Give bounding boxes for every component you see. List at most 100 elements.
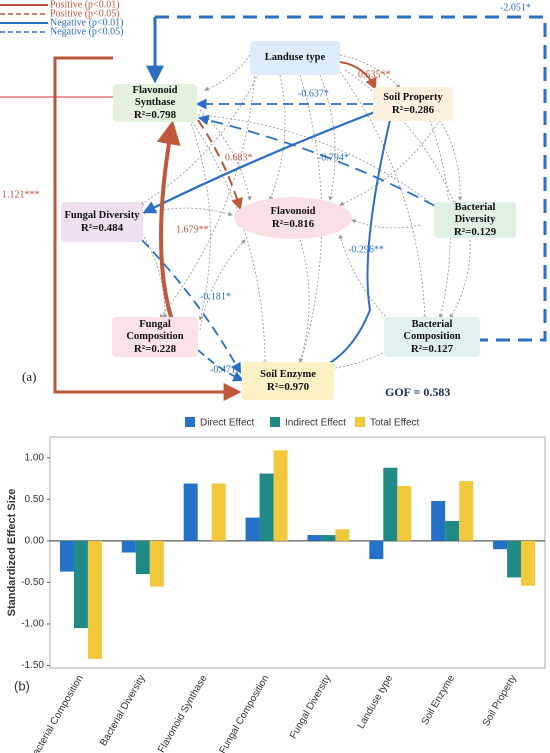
node-r2: R²=0.286 (391, 104, 435, 116)
legend-text: Negative (p<0.05) (50, 26, 123, 37)
bar (459, 481, 474, 541)
node: Fungal Diversity R²=0.484 (61, 202, 143, 242)
node: Fungal Composition R²=0.228 (112, 317, 198, 357)
edge (307, 119, 391, 375)
y-tick-label: 0.00 (25, 536, 45, 547)
legend-text: Positive (p<0.01) (50, 0, 120, 10)
node: Soil Enzyme R²=0.970 (242, 362, 334, 400)
node: Flavonoid Synthase R²=0.798 (113, 84, 197, 122)
node-label: Landuse type (264, 52, 326, 63)
bar (273, 450, 288, 541)
significant-paths (0, 15, 547, 401)
legend-swatch (185, 417, 195, 427)
edge (269, 74, 286, 201)
legend-text: Positive (p<0.05) (50, 8, 120, 19)
bar (493, 540, 508, 550)
gof: GOF = 0.583 (385, 385, 450, 399)
edge (339, 119, 441, 206)
edge (298, 239, 310, 363)
bar (507, 540, 522, 578)
edge (139, 229, 168, 319)
edge (197, 119, 243, 211)
legend-label: Total Effect (370, 418, 420, 429)
bar (149, 540, 164, 587)
edge-label: -2.051* (500, 2, 531, 13)
legend-label: Indirect Effect (285, 418, 346, 429)
bar (397, 486, 412, 541)
edge-label: -0.637* (298, 88, 329, 99)
edge (204, 54, 251, 91)
node-r2: R²=0.816 (271, 218, 315, 230)
node-r2: R²=0.127 (410, 343, 454, 355)
node-r2: R²=0.228 (133, 343, 177, 355)
legend-swatch (270, 417, 280, 427)
node: Soil Property R²=0.286 (373, 87, 453, 121)
edge (351, 219, 421, 229)
x-tick-label: Flavonoid Synthase (156, 673, 210, 753)
bar (211, 483, 226, 541)
edge-label: 1.121*** (2, 189, 40, 200)
bar (521, 540, 536, 586)
edge-label: 0.683* (225, 152, 253, 163)
bar (445, 520, 460, 541)
x-tick-label: Landuse type (356, 673, 396, 731)
bar (183, 483, 198, 541)
x-tick-label: Soil Enzyme (420, 673, 458, 727)
panel-label: (b) (14, 678, 30, 693)
edge (339, 71, 428, 321)
node-label: Soil Enzyme (260, 369, 316, 380)
edge (439, 119, 463, 201)
x-tick-label: Fungal Composition (217, 673, 271, 753)
legend: Positive (p<0.01) Positive (p<0.05) Nega… (0, 0, 123, 37)
edge (53, 56, 242, 401)
y-tick-label: -1.50 (21, 660, 44, 671)
node-label: Fungal Composition (126, 319, 184, 342)
node-label: Flavonoid (270, 206, 316, 217)
x-tick-label: Fungal Diversity (288, 673, 333, 741)
y-axis-label: Standardized Effect Size (6, 489, 18, 617)
edge (189, 117, 268, 366)
edge (344, 69, 456, 206)
y-tick-label: 0.50 (25, 494, 45, 505)
node: Bacterial Composition R²=0.127 (384, 317, 480, 357)
node-label: Soil Property (383, 92, 443, 103)
legend-text: Negative (p<0.01) (50, 17, 123, 28)
node-r2: R²=0.970 (266, 381, 310, 393)
edge (189, 119, 211, 321)
path-diagram: Positive (p<0.01) Positive (p<0.05) Nega… (0, 0, 547, 401)
node: Flavonoid R²=0.816 (234, 197, 352, 239)
bar (135, 540, 150, 575)
node-label: Bacterial Composition (403, 319, 461, 342)
edge (339, 61, 377, 91)
node-label: Flavonoid Synthase (132, 85, 178, 108)
edge (139, 69, 261, 206)
node-r2: R²=0.484 (80, 222, 124, 234)
x-tick-label: Soil Property (481, 673, 519, 728)
edge (449, 239, 471, 319)
legend-label: Direct Effect (200, 418, 254, 429)
legend-swatch (355, 417, 365, 427)
edge (197, 114, 441, 211)
bar (73, 540, 88, 629)
x-tick-label: Bacterial Diversity (98, 673, 148, 748)
bar (121, 540, 136, 553)
node-label: Bacterial Diversity (454, 202, 496, 225)
edge-label: -0.296** (348, 244, 384, 255)
bar (307, 535, 322, 541)
bar (59, 540, 74, 572)
bar (369, 540, 384, 560)
bar (321, 535, 336, 541)
bar (259, 473, 274, 541)
node-r2: R²=0.798 (133, 109, 177, 121)
edge (155, 15, 547, 342)
y-tick-label: 1.00 (25, 452, 45, 463)
edge-label: -0.471* (210, 364, 241, 375)
node-r2: R²=0.129 (453, 226, 497, 238)
x-tick-label: Bacterial Composition (28, 673, 86, 753)
plot-frame (49, 436, 546, 669)
bar (245, 517, 260, 541)
bar-chart: 1.00 0.50 0.00 -0.50 -1.00 -1.50 Standardized … (6, 417, 546, 753)
node-label: Fungal Diversity (64, 210, 140, 221)
edge-label: 1.679** (176, 224, 209, 235)
